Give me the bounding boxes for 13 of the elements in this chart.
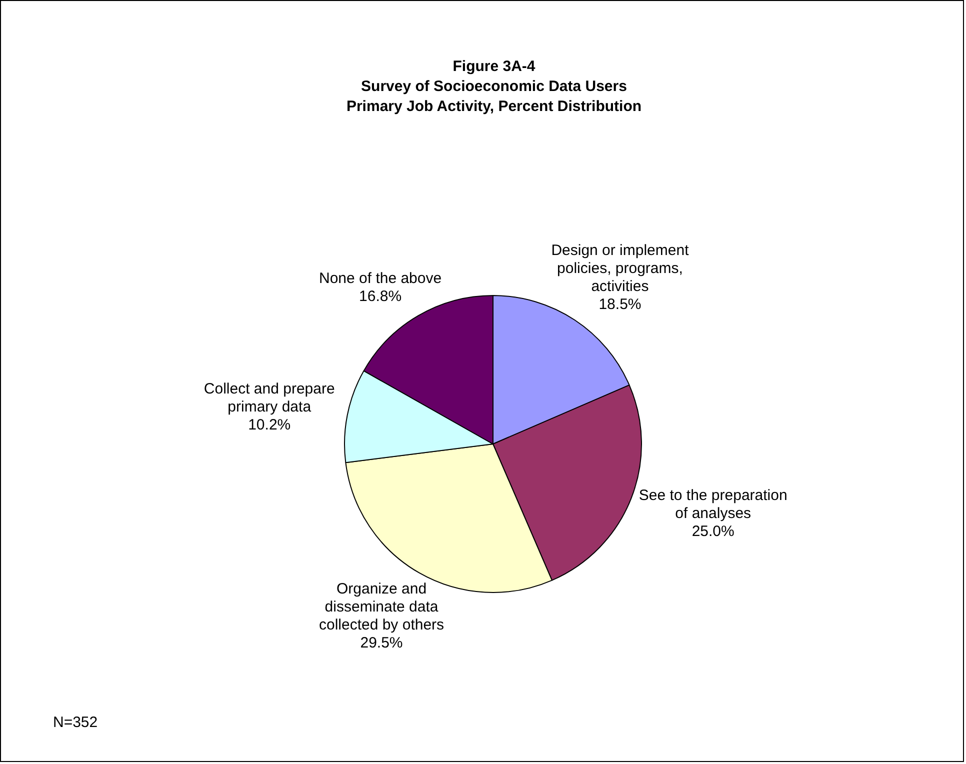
slice-label: Organize and disseminate data collected by others (318, 580, 444, 634)
slice-label: None of the above (318, 270, 442, 288)
chart-title: Figure 3A-4 (452, 58, 536, 76)
text: N=352 (53, 714, 98, 732)
data-label: 25.0% (692, 522, 734, 540)
data-label: 18.5% (598, 296, 642, 314)
chart-subtitle: Survey of Socioeconomic Data Users Primary Job Activity, Percent Distribution (346, 78, 642, 116)
slice-label: See to the preparation of analyses (638, 486, 788, 522)
slice-label: Collect and prepare primary data (204, 380, 335, 416)
data-label: 16.8% (359, 288, 402, 306)
slice-label: Design or implement policies, programs, activities (551, 242, 690, 296)
data-label: 29.5% (360, 634, 403, 652)
data-label: 10.2% (248, 416, 291, 434)
